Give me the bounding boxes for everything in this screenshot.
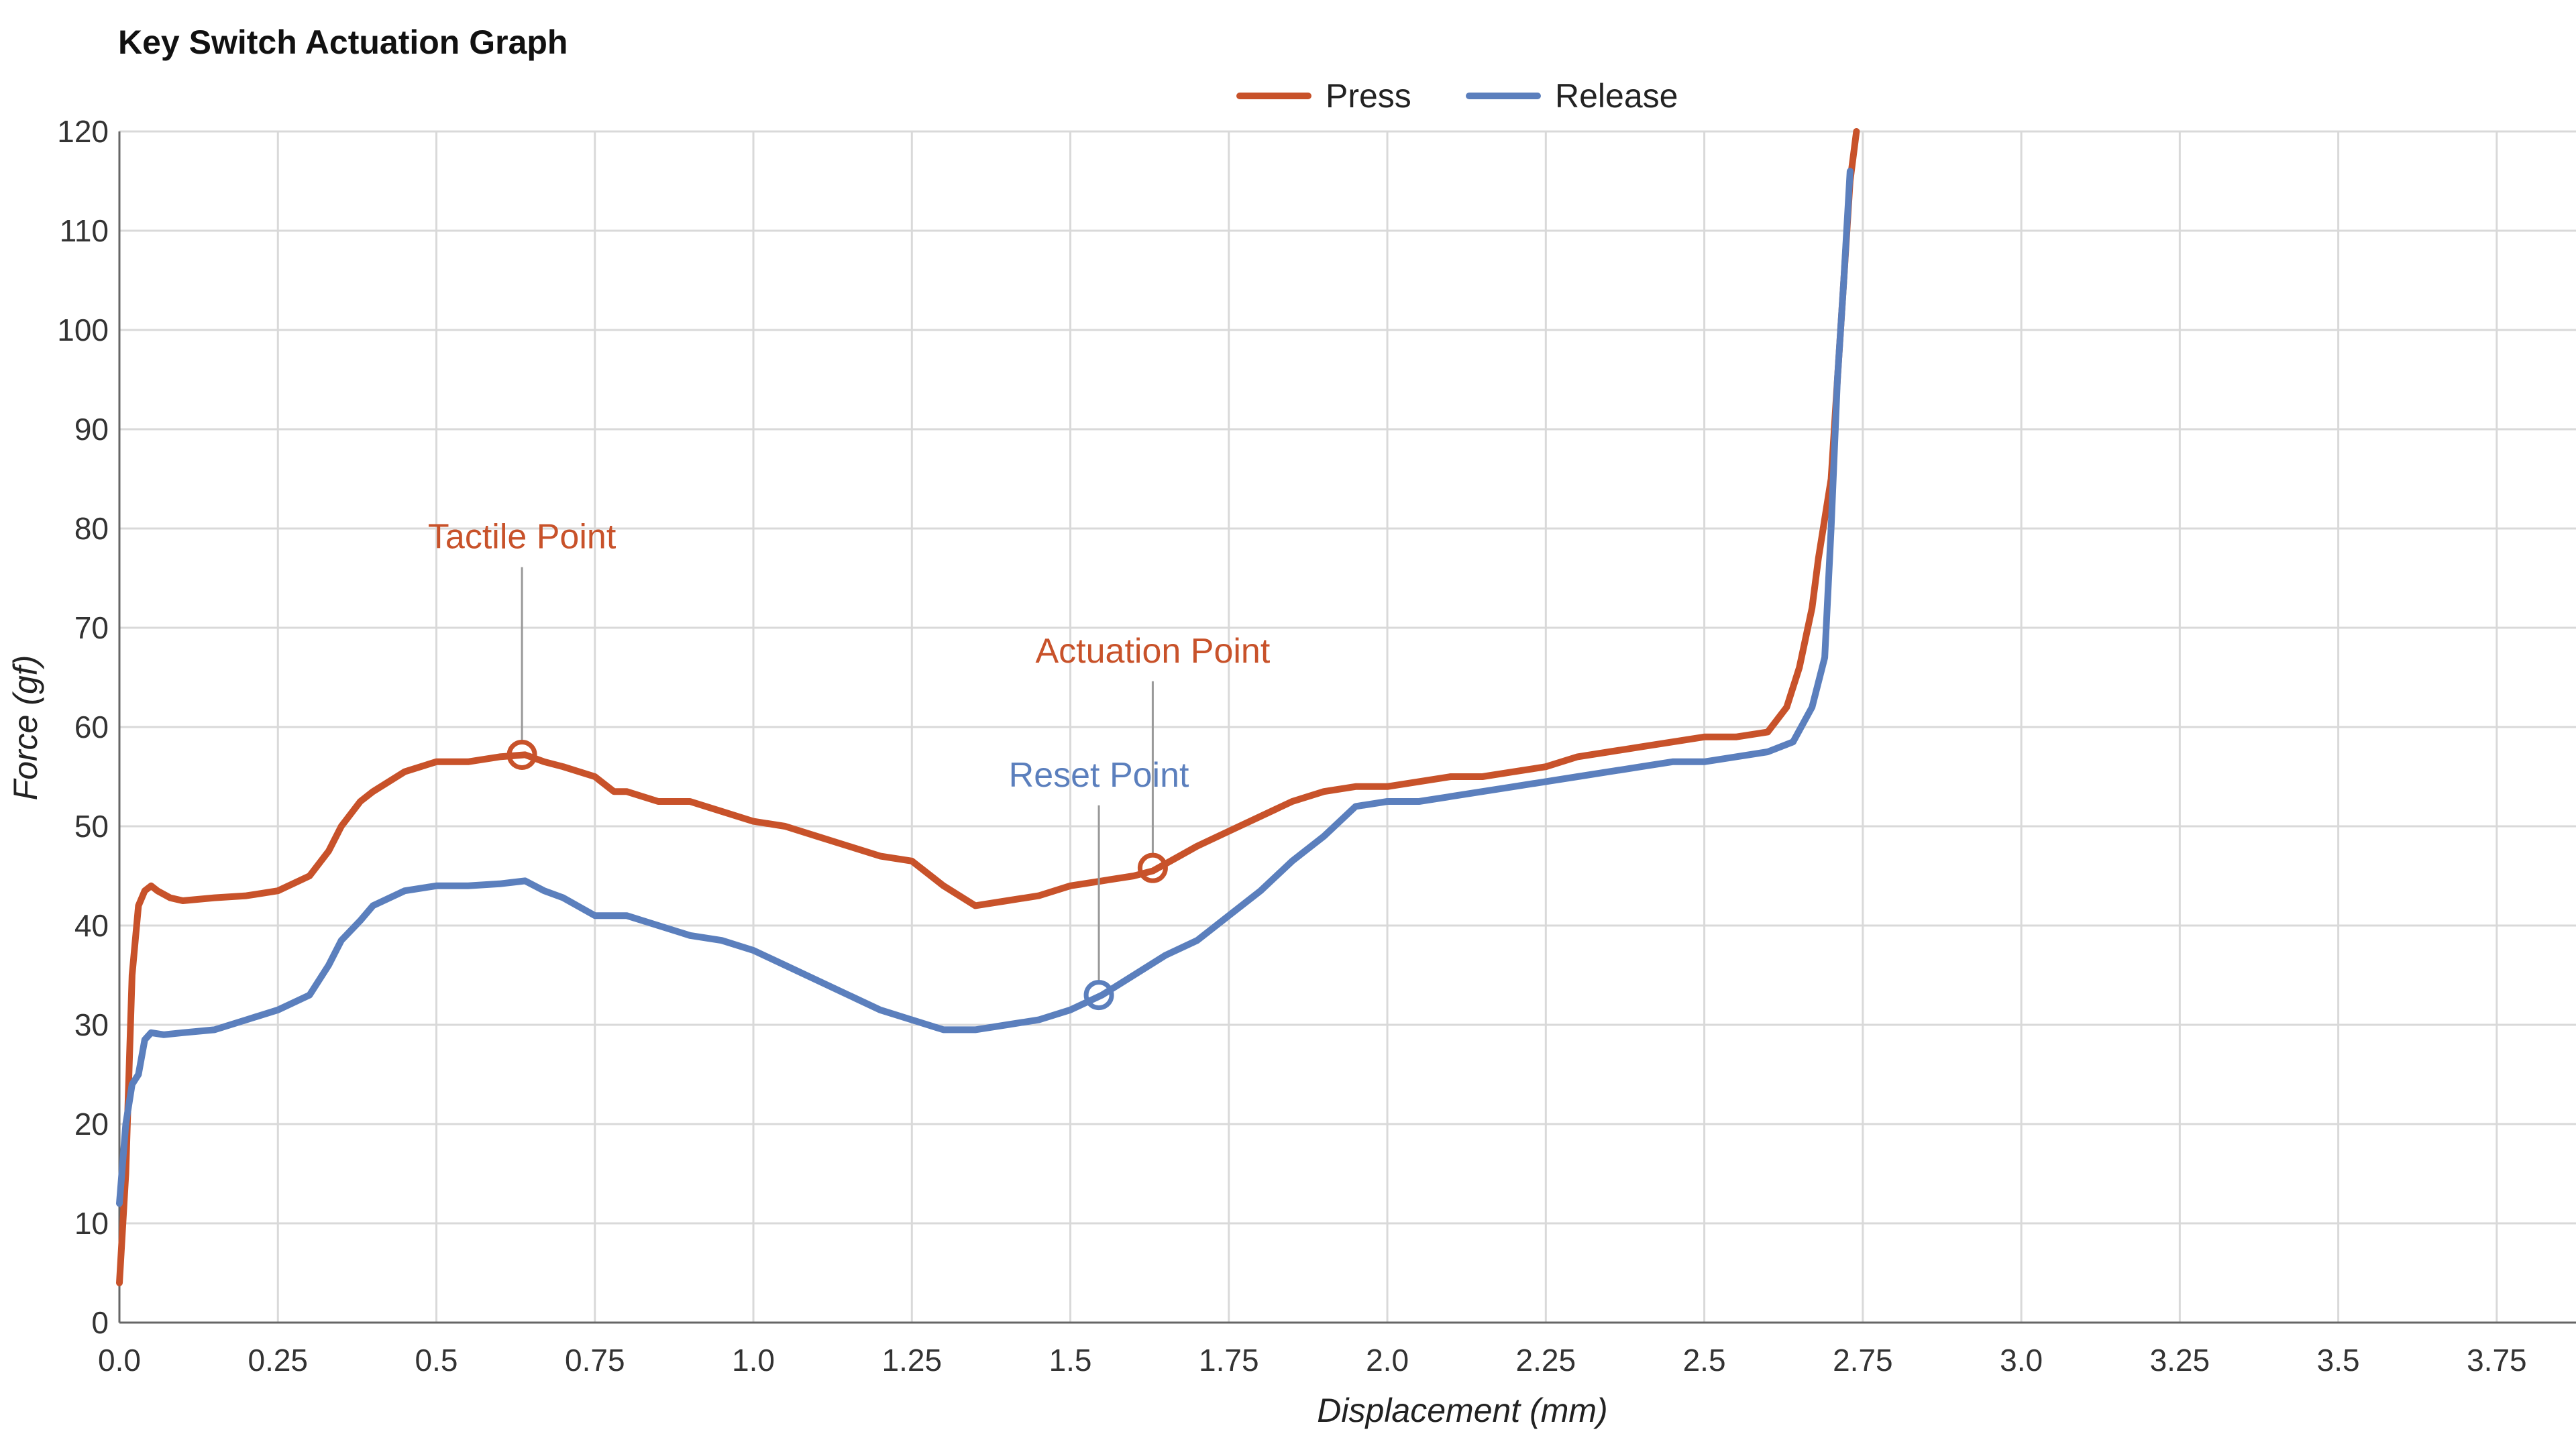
annotation-label: Actuation Point — [1036, 632, 1271, 671]
x-tick-label: 2.25 — [1516, 1343, 1576, 1378]
x-tick-label: 3.0 — [2000, 1343, 2043, 1378]
x-tick-label: 3.25 — [2150, 1343, 2210, 1378]
y-tick-label: 0 — [91, 1305, 109, 1340]
x-tick-label: 1.25 — [882, 1343, 943, 1378]
x-tick-label: 0.75 — [565, 1343, 625, 1378]
axes: 0.0 0.25 0.5 0.75 1.0 1.25 1.5 1.75 2.0 2.25 2.5 2.… — [57, 114, 2576, 1378]
annotation-marker — [1137, 852, 1168, 883]
y-tick-label: 50 — [74, 809, 109, 844]
x-tick-label: 0.25 — [248, 1343, 308, 1378]
y-tick-label: 40 — [74, 908, 109, 943]
legend-label-press: Press — [1326, 77, 1411, 115]
annotation-label: Tactile Point — [428, 518, 616, 557]
y-tick-label: 70 — [74, 610, 109, 645]
series-lines — [116, 128, 1860, 1286]
x-tick-label: 0.0 — [98, 1343, 141, 1378]
x-tick-label: 2.5 — [1683, 1343, 1726, 1378]
x-tick-label: 2.0 — [1366, 1343, 1409, 1378]
chart-title: Key Switch Actuation Graph — [118, 23, 568, 61]
grid-lines — [118, 130, 2576, 1324]
y-tick-label: 90 — [74, 412, 109, 447]
legend: Press Release — [1236, 77, 1678, 115]
annotation-marker — [506, 739, 537, 770]
x-tick-label: 1.0 — [732, 1343, 775, 1378]
y-tick-label: 20 — [74, 1107, 109, 1141]
y-tick-label: 110 — [60, 213, 109, 248]
x-axis-label: Displacement (mm) — [1317, 1392, 1607, 1429]
legend-label-release: Release — [1555, 77, 1678, 115]
y-tick-label: 120 — [57, 114, 109, 149]
x-tick-label: 3.75 — [2467, 1343, 2527, 1378]
y-tick-label: 100 — [57, 313, 109, 347]
y-axis-label: Force (gf) — [7, 655, 44, 801]
series-line-release — [116, 168, 1854, 1207]
y-tick-label: 30 — [74, 1007, 109, 1042]
y-tick-label: 60 — [74, 710, 109, 744]
series-line-press — [116, 128, 1860, 1286]
annotation-label: Reset Point — [1009, 756, 1189, 795]
x-tick-label: 1.75 — [1199, 1343, 1259, 1378]
x-tick-label: 0.5 — [415, 1343, 458, 1378]
annotation-marker — [1083, 980, 1114, 1011]
annotations: Tactile Point Actuation Point Reset Point — [428, 518, 1271, 1011]
x-tick-label: 1.5 — [1049, 1343, 1092, 1378]
y-tick-label: 80 — [74, 511, 109, 546]
x-tick-label: 2.75 — [1833, 1343, 1893, 1378]
x-tick-label: 3.5 — [2317, 1343, 2360, 1378]
y-tick-label: 10 — [74, 1206, 109, 1241]
